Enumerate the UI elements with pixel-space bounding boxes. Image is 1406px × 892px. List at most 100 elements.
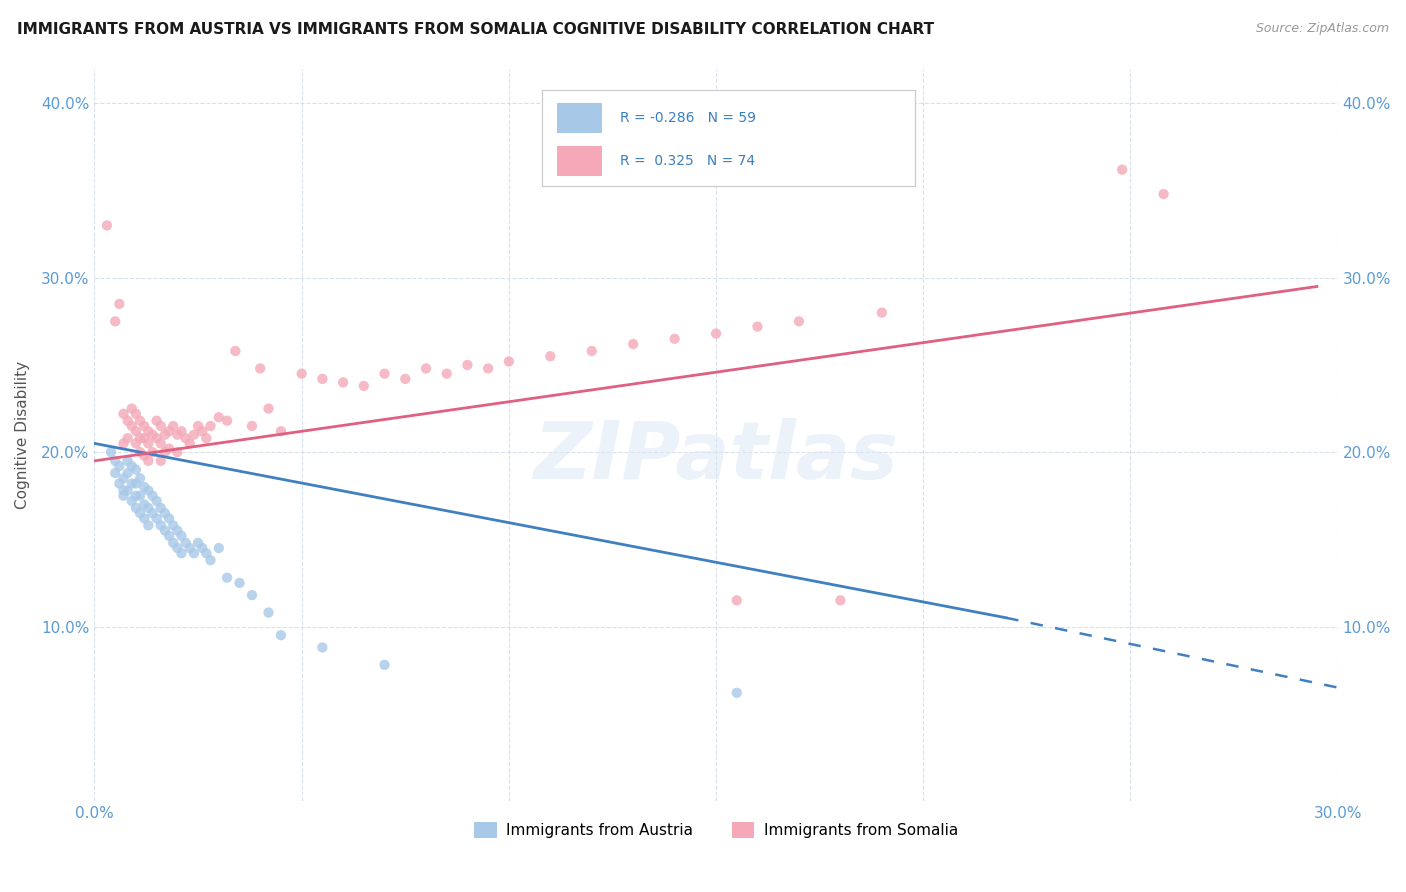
Point [166,541,188,555]
Point [162,536,184,550]
Point [179,541,201,555]
Point [149,500,172,515]
Point [108,459,131,474]
Point [166,427,188,442]
Point [134,511,156,525]
Point [725,593,748,607]
Point [498,354,520,368]
Point [166,445,188,459]
Point [125,436,148,450]
Point [664,332,686,346]
Point [170,546,193,560]
Point [125,462,148,476]
Point [129,506,152,520]
Point [117,414,139,428]
Point [187,419,209,434]
Point [121,494,143,508]
Point [195,431,218,445]
Point [117,483,139,498]
Point [134,480,156,494]
Point [747,319,769,334]
Point [191,424,214,438]
Point [149,419,172,434]
Point [311,372,333,386]
Point [100,445,122,459]
Point [141,506,163,520]
Point [170,424,193,438]
Point [112,471,135,485]
Point [149,436,172,450]
Point [332,376,354,390]
Point [125,500,148,515]
Point [141,445,163,459]
Point [200,553,222,567]
Point [1153,187,1175,202]
Point [138,518,160,533]
Point [145,511,167,525]
Point [249,361,271,376]
Point [228,575,250,590]
Point [138,483,160,498]
Point [149,518,172,533]
Point [134,419,156,434]
Point [153,506,176,520]
Point [145,494,167,508]
Point [121,419,143,434]
Point [96,219,118,233]
Point [224,343,246,358]
Point [157,511,180,525]
Point [138,424,160,438]
Point [270,628,292,642]
Point [134,498,156,512]
Point [581,343,603,358]
Point [208,541,231,555]
Point [117,431,139,445]
Point [145,414,167,428]
Point [257,606,280,620]
Point [138,500,160,515]
Point [141,427,163,442]
Point [240,588,263,602]
Point [436,367,458,381]
Point [129,471,152,485]
Point [195,546,218,560]
Point [787,314,810,328]
Point [104,466,127,480]
Point [112,483,135,498]
Point [374,657,396,672]
Point [138,454,160,468]
Point [138,436,160,450]
Point [725,686,748,700]
Point [121,401,143,416]
Point [477,361,499,376]
Point [179,436,201,450]
Point [153,427,176,442]
Point [145,431,167,445]
Point [870,305,893,319]
Point [157,529,180,543]
Point [191,541,214,555]
Point [170,529,193,543]
Point [117,466,139,480]
Point [240,419,263,434]
Point [704,326,727,341]
Point [162,419,184,434]
Point [200,419,222,434]
Point [153,524,176,538]
Point [149,454,172,468]
Point [174,431,197,445]
Point [129,431,152,445]
Point [112,436,135,450]
Text: Source: ZipAtlas.com: Source: ZipAtlas.com [1256,22,1389,36]
Point [157,442,180,456]
Point [153,445,176,459]
Y-axis label: Cognitive Disability: Cognitive Disability [15,360,30,508]
Point [125,489,148,503]
Text: ZIPatlas: ZIPatlas [533,417,898,496]
Point [121,459,143,474]
Point [166,524,188,538]
Point [125,407,148,421]
Point [291,367,314,381]
Point [187,536,209,550]
Point [183,546,205,560]
